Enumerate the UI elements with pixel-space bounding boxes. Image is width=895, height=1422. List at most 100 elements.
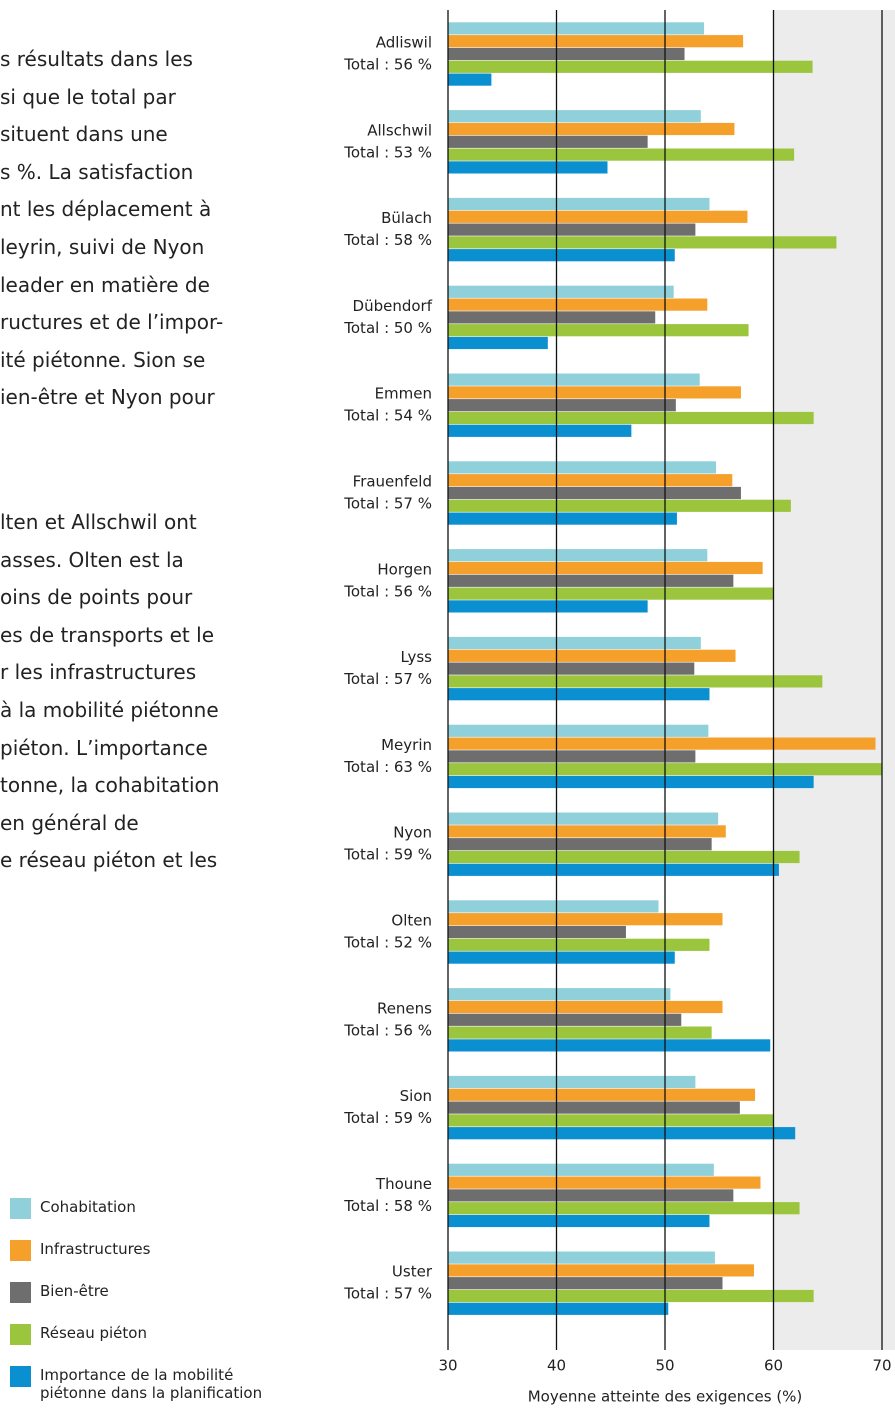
- legend-label: Bien-être: [40, 1282, 280, 1300]
- bar: [448, 738, 875, 750]
- bar: [448, 399, 676, 411]
- bar: [448, 952, 675, 964]
- bar: [448, 1277, 723, 1289]
- bar: [448, 412, 814, 424]
- bar: [448, 425, 631, 437]
- bar: [448, 374, 700, 386]
- category-label: Uster: [392, 1263, 433, 1281]
- bar: [448, 311, 655, 323]
- bar: [448, 813, 718, 825]
- bar: [448, 1114, 774, 1126]
- bar: [448, 637, 701, 649]
- category-total: Total : 58 %: [343, 231, 432, 249]
- bar: [448, 675, 822, 687]
- category-total: Total : 57 %: [343, 670, 432, 688]
- category-label: Horgen: [377, 560, 432, 578]
- bar: [448, 74, 491, 86]
- bar: [448, 299, 707, 311]
- category-label: Nyon: [393, 824, 432, 842]
- category-total: Total : 56 %: [343, 1021, 432, 1039]
- legend-swatch: [10, 1198, 31, 1219]
- category-total: Total : 52 %: [343, 934, 432, 952]
- category-total: Total : 59 %: [343, 1109, 432, 1127]
- category-total: Total : 58 %: [343, 1197, 432, 1215]
- bar: [448, 324, 749, 336]
- bar: [448, 1001, 723, 1013]
- legend-label: Réseau piéton: [40, 1324, 280, 1342]
- bar: [448, 1164, 714, 1176]
- bar: [448, 35, 743, 47]
- bar: [448, 161, 607, 173]
- category-label: Lyss: [401, 648, 433, 666]
- bar: [448, 1252, 715, 1264]
- bar: [448, 1177, 760, 1189]
- bar: [448, 224, 695, 236]
- bar: [448, 1303, 668, 1315]
- bar: [448, 1290, 814, 1302]
- category-label: Frauenfeld: [353, 473, 432, 491]
- category-label: Renens: [377, 999, 432, 1017]
- legend: Cohabitation Infrastructures Bien-être Rése…: [10, 1198, 280, 1422]
- bar: [448, 851, 800, 863]
- category-label: Adliswil: [376, 34, 432, 52]
- legend-swatch: [10, 1282, 31, 1303]
- bar: [448, 249, 675, 261]
- bar: [448, 386, 741, 398]
- bar: [448, 1102, 740, 1114]
- bar: [448, 1089, 755, 1101]
- bar: [448, 1264, 754, 1276]
- category-total: Total : 63 %: [343, 758, 432, 776]
- bar: [448, 513, 677, 525]
- category-total: Total : 59 %: [343, 846, 432, 864]
- bar: [448, 1039, 770, 1051]
- category-label: Olten: [391, 912, 432, 930]
- legend-swatch: [10, 1324, 31, 1345]
- legend-swatch: [10, 1366, 31, 1387]
- bar: [448, 864, 779, 876]
- category-total: Total : 54 %: [343, 407, 432, 425]
- bar: [448, 562, 763, 574]
- category-label: Bülach: [381, 209, 432, 227]
- bar: [448, 913, 723, 925]
- legend-label: Cohabitation: [40, 1198, 280, 1216]
- bar: [448, 48, 685, 60]
- category-total: Total : 56 %: [343, 582, 432, 600]
- bar: [448, 900, 658, 912]
- bar: [448, 575, 733, 587]
- legend-label: Infrastructures: [40, 1240, 280, 1258]
- bar: [448, 750, 695, 762]
- bar: [448, 61, 813, 73]
- bar: [448, 688, 709, 700]
- bar: [448, 149, 794, 161]
- legend-item: Réseau piéton: [10, 1324, 280, 1346]
- bar: [448, 461, 716, 473]
- bar: [448, 776, 814, 788]
- bar: [448, 474, 732, 486]
- bar: [448, 1215, 709, 1227]
- category-label: Allschwil: [367, 121, 432, 139]
- bar: [448, 600, 648, 612]
- bar: [448, 211, 747, 223]
- bar: [448, 1127, 795, 1139]
- category-total: Total : 57 %: [343, 495, 432, 513]
- category-total: Total : 57 %: [343, 1285, 432, 1303]
- bar: [448, 1027, 712, 1039]
- bar: [448, 549, 707, 561]
- bar: [448, 926, 626, 938]
- bar: [448, 110, 701, 122]
- bar: [448, 123, 734, 135]
- bar: [448, 198, 709, 210]
- legend-item: Importance de la mobilité piétonne dans …: [10, 1366, 280, 1402]
- x-tick-label: 30: [438, 1357, 457, 1375]
- category-total: Total : 50 %: [343, 319, 432, 337]
- bar: [448, 588, 774, 600]
- bar: [448, 725, 708, 737]
- bar: [448, 337, 548, 349]
- legend-item: Cohabitation: [10, 1198, 280, 1220]
- x-tick-label: 40: [547, 1357, 566, 1375]
- bar: [448, 286, 674, 298]
- bar: [448, 825, 726, 837]
- x-axis-label: Moyenne atteinte des exigences (%): [528, 1388, 803, 1406]
- bar: [448, 22, 704, 34]
- bar: [448, 1189, 733, 1201]
